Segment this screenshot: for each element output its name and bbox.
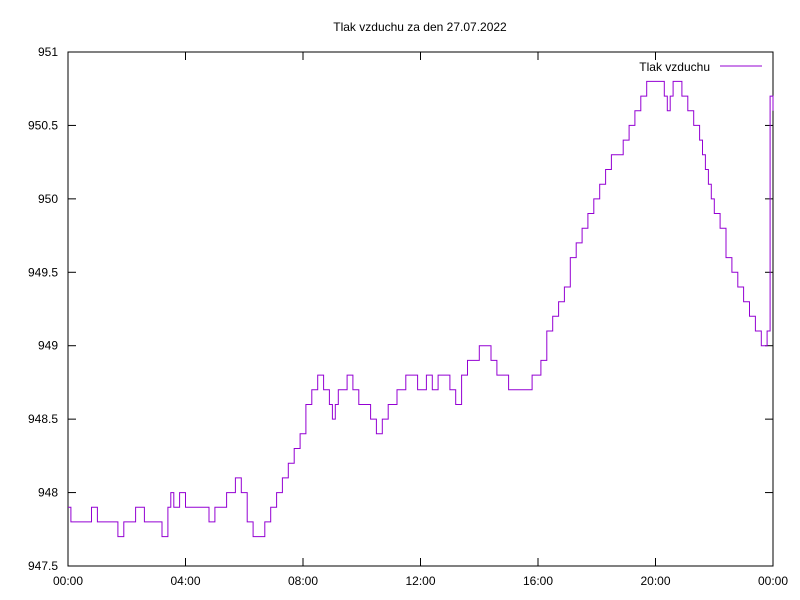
legend-label: Tlak vzduchu [639,60,710,74]
x-tick-label: 04:00 [170,574,200,588]
y-tick-label: 951 [38,45,58,59]
x-tick-label: 08:00 [288,574,318,588]
x-axis: 00:00 04:00 08:00 12:00 16:00 20:00 00:00 [53,52,788,588]
y-tick-label: 949.5 [28,265,58,279]
x-tick-label: 00:00 [53,574,83,588]
y-tick-label: 948.5 [28,412,58,426]
y-tick-label: 950.5 [28,118,58,132]
x-tick-label: 12:00 [405,574,435,588]
y-tick-label: 947.5 [28,559,58,573]
plot-frame [67,51,774,567]
y-tick-label: 950 [38,192,58,206]
x-tick-label: 16:00 [523,574,553,588]
x-tick-label: 00:00 [758,574,788,588]
chart-title: Tlak vzduchu za den 27.07.2022 [333,20,507,34]
y-tick-label: 948 [38,486,58,500]
y-tick-label: 949 [38,339,58,353]
legend: Tlak vzduchu [639,60,762,74]
x-tick-label: 20:00 [640,574,670,588]
series-line-tlak-vzduchu [68,80,774,538]
y-axis: 947.5 948 948.5 949 949.5 950 950.5 951 [28,45,773,573]
